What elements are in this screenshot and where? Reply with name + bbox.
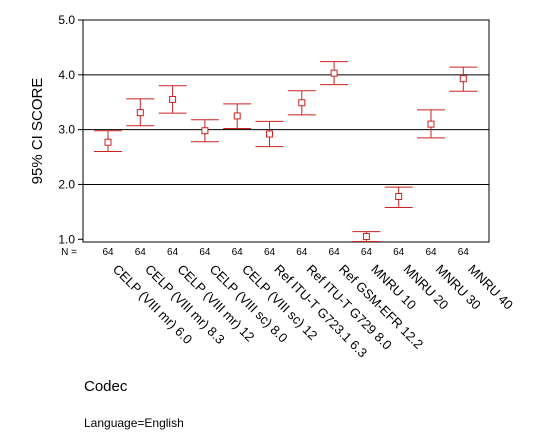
y-axis-label: 95% CI SCORE: [29, 78, 46, 185]
n-count: 64: [296, 247, 308, 258]
y-tick-label: 4.0: [58, 68, 75, 82]
n-count: 64: [425, 247, 437, 258]
mean-marker: [298, 99, 306, 107]
mean-marker: [427, 120, 435, 128]
mean-marker: [233, 112, 241, 120]
language-footnote: Language=English: [84, 416, 184, 430]
n-count: 64: [458, 247, 470, 258]
error-bar-9: [352, 231, 381, 242]
mean-marker: [266, 130, 273, 138]
error-bars: [94, 61, 478, 242]
n-count: 64: [264, 247, 276, 258]
n-count: 64: [167, 247, 179, 258]
error-bar-6: [255, 120, 284, 148]
error-bar-1: [94, 130, 122, 153]
error-bar-4: [190, 119, 219, 143]
mean-marker: [362, 233, 370, 241]
n-count: 64: [393, 247, 405, 258]
n-count: 64: [361, 247, 373, 258]
y-tick-label: 5.0: [58, 13, 75, 27]
x-axis-label: Codec: [84, 378, 128, 395]
y-axis: 1.0 2.0 3.0 4.0 5.0: [58, 13, 83, 246]
error-bar-3: [158, 85, 187, 114]
n-count: 64: [199, 247, 211, 258]
y-tick-label: 3.0: [58, 123, 75, 137]
error-bar-2: [126, 98, 155, 127]
mean-marker: [104, 138, 112, 146]
error-bar-7: [287, 90, 316, 116]
mean-marker: [201, 127, 209, 135]
error-bar-10: [384, 186, 413, 208]
mean-marker: [169, 95, 177, 103]
plot-frame: [82, 19, 490, 243]
mean-marker: [330, 69, 338, 77]
n-count: 64: [329, 247, 341, 258]
mean-marker: [395, 193, 403, 201]
error-bar-8: [320, 61, 349, 86]
n-count: 64: [135, 247, 147, 258]
mean-marker: [459, 75, 467, 83]
error-bar-12: [449, 66, 478, 92]
n-count: 64: [232, 247, 244, 258]
n-label: N =: [61, 247, 77, 258]
n-count: 64: [102, 247, 114, 258]
error-bar-5: [223, 103, 252, 130]
mean-marker: [136, 109, 144, 117]
n-row: N = 64 64 64 64 64 64 64 64 64 64 64 64: [61, 247, 469, 258]
error-bar-11: [417, 109, 445, 139]
y-tick-label: 2.0: [58, 177, 75, 191]
y-tick-label: 1.0: [58, 232, 75, 246]
gridlines: [83, 74, 489, 185]
